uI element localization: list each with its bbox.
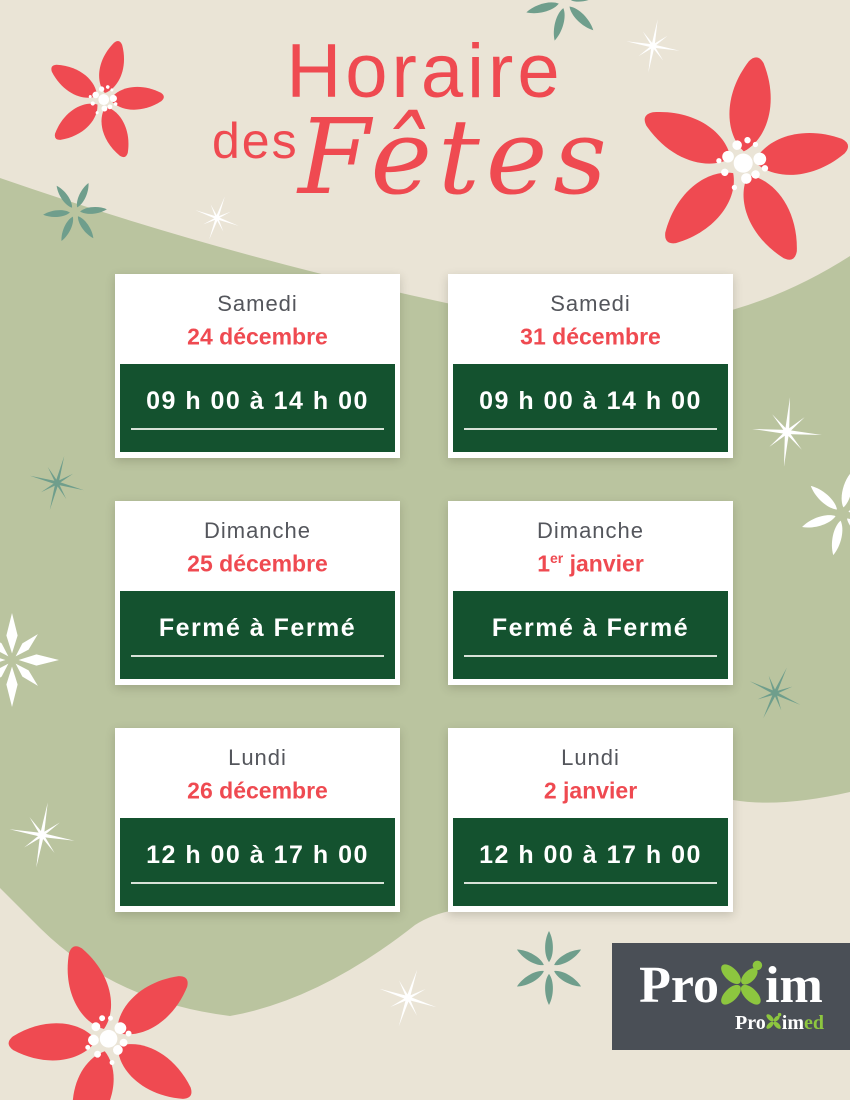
day-label: Lundi [561, 745, 620, 771]
day-label: Dimanche [536, 518, 645, 544]
date-text: 1 [537, 550, 550, 577]
schedule-card-samedi-31: Samedi 31 décembre 09 h 00 à 14 h 00 [448, 274, 733, 458]
brand-post: im [765, 957, 823, 1014]
hours-underline [131, 881, 384, 884]
sub-mid: im [781, 1012, 804, 1034]
proxim-logo: Pro im Pro im ed [612, 943, 850, 1050]
date-text: 31 décembre [520, 323, 661, 350]
date-text: 2 janvier [543, 777, 638, 804]
hours-underline [131, 427, 384, 430]
proxim-x-leaf-icon [766, 1012, 782, 1030]
sub-ed: ed [804, 1012, 824, 1034]
date-tail: janvier [563, 550, 644, 577]
hours-panel: 12 h 00 à 17 h 00 [120, 818, 395, 906]
hours-text: 12 h 00 à 17 h 00 [479, 840, 702, 869]
hours-underline [464, 654, 717, 657]
hours-text: 12 h 00 à 17 h 00 [146, 840, 369, 869]
hours-text: Fermé à Fermé [491, 613, 690, 642]
date-label: 26 décembre [187, 777, 328, 805]
proximed-wordmark: Pro im ed [735, 1013, 824, 1033]
hours-panel: 09 h 00 à 14 h 00 [120, 364, 395, 452]
schedule-card-lundi-26: Lundi 26 décembre 12 h 00 à 17 h 00 [115, 728, 400, 912]
day-label: Samedi [550, 291, 631, 317]
date-label: 1er janvier [537, 550, 644, 578]
page-title-des: des [212, 113, 299, 169]
day-label: Lundi [228, 745, 287, 771]
brand-pre: Pro [639, 957, 720, 1014]
date-superscript: er [550, 550, 564, 567]
schedule-card-lundi-2: Lundi 2 janvier 12 h 00 à 17 h 00 [448, 728, 733, 912]
proxim-wordmark: Pro im [639, 960, 823, 1012]
date-text: 25 décembre [187, 550, 328, 577]
date-label: 31 décembre [520, 323, 661, 351]
page-title-fetes: Fêtes [298, 96, 613, 218]
schedule-card-dimanche-25: Dimanche 25 décembre Fermé à Fermé [115, 501, 400, 685]
hours-panel: Fermé à Fermé [453, 591, 728, 679]
day-label: Dimanche [203, 518, 312, 544]
date-text: 26 décembre [187, 777, 328, 804]
hours-panel: 09 h 00 à 14 h 00 [453, 364, 728, 452]
date-label: 2 janvier [544, 777, 637, 805]
hours-text: 09 h 00 à 14 h 00 [479, 386, 702, 415]
date-label: 24 décembre [187, 323, 328, 351]
page-title: Horaire [286, 29, 564, 114]
hours-underline [464, 427, 717, 430]
hours-text: Fermé à Fermé [158, 613, 357, 642]
date-label: 25 décembre [187, 550, 328, 578]
hours-text: 09 h 00 à 14 h 00 [146, 386, 369, 415]
hours-panel: Fermé à Fermé [120, 591, 395, 679]
schedule-card-dimanche-1er: Dimanche 1er janvier Fermé à Fermé [448, 501, 733, 685]
hours-panel: 12 h 00 à 17 h 00 [453, 818, 728, 906]
date-text: 24 décembre [187, 323, 328, 350]
hours-underline [131, 654, 384, 657]
schedule-card-samedi-24: Samedi 24 décembre 09 h 00 à 14 h 00 [115, 274, 400, 458]
sub-pre: Pro [735, 1012, 766, 1034]
proxim-x-leaf-icon [720, 959, 764, 1007]
hours-underline [464, 881, 717, 884]
day-label: Samedi [217, 291, 298, 317]
